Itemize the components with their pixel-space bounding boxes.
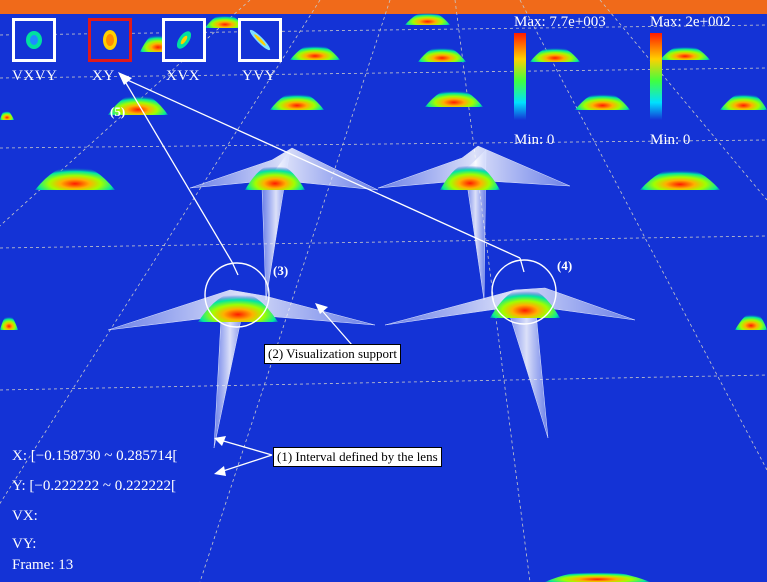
readout-x: X: [−0.158730 ~ 0.285714[ — [12, 448, 177, 465]
readout-vx: VX: — [12, 508, 38, 525]
thumbnail-label-vxvy: VXVY — [12, 68, 57, 85]
colorbar-left-max: Max: 7.7e+003 — [514, 14, 606, 31]
readout-frame: Frame: 13 — [12, 557, 73, 574]
colorbar-left-min: Min: 0 — [514, 132, 554, 149]
thumbnail-yvy[interactable] — [238, 18, 282, 62]
oval-blob-icon — [91, 21, 129, 59]
thumbnail-label-xy: XY — [92, 68, 115, 85]
colorbar-right — [650, 33, 662, 120]
colorbar-right-max: Max: 2e+002 — [650, 14, 731, 31]
interval-label: (1) Interval defined by the lens — [273, 447, 442, 467]
thumbnail-xy[interactable] — [88, 18, 132, 62]
readout-y: Y: [−0.222222 ~ 0.222222[ — [12, 478, 176, 495]
thumbnail-label-xvx: XVX — [166, 68, 200, 85]
tilted-blob-icon — [165, 21, 203, 59]
callout-5: (5) — [110, 104, 125, 120]
colorbar-right-min: Min: 0 — [650, 132, 690, 149]
round-blob-icon — [15, 21, 53, 59]
thumbnail-label-yvy: YVY — [242, 68, 276, 85]
callout-4: (4) — [557, 258, 572, 274]
thumbnail-vxvy[interactable] — [12, 18, 56, 62]
colorbar-left — [514, 33, 526, 120]
diagonal-streak-icon — [241, 21, 279, 59]
readout-vy: VY: — [12, 536, 36, 553]
callout-3: (3) — [273, 263, 288, 279]
visualization-support-label: (2) Visualization support — [264, 344, 401, 364]
top-orange-strip — [0, 0, 767, 14]
thumbnail-xvx[interactable] — [162, 18, 206, 62]
